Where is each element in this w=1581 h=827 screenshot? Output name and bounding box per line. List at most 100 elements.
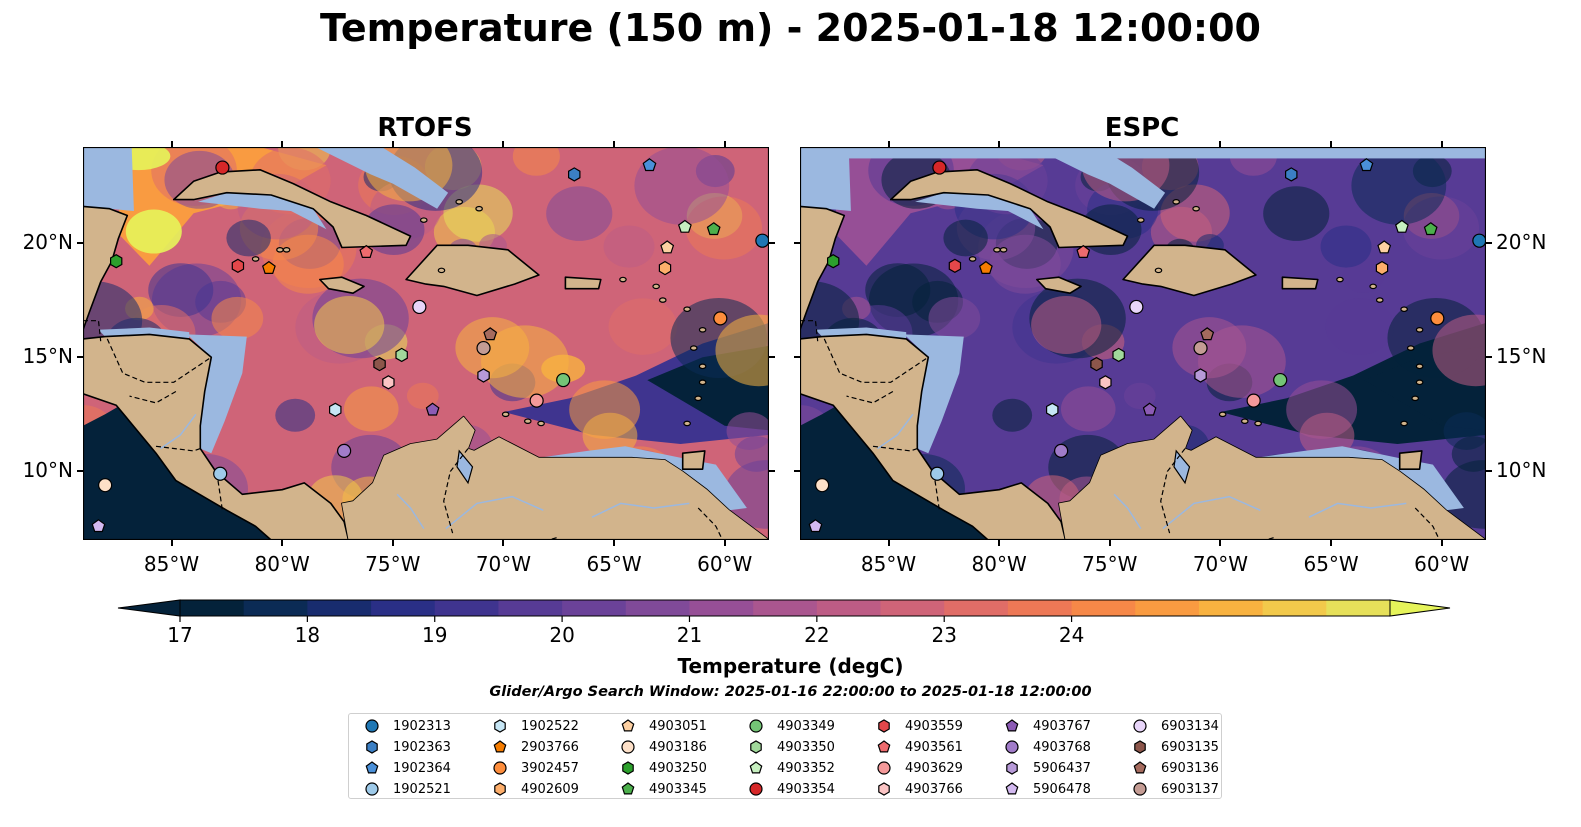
pentagon-marker-icon (493, 740, 507, 753)
legend-label: 4903345 (649, 781, 707, 797)
land-central-am (800, 333, 1067, 540)
lat-tick-label-right: 10°N (1496, 458, 1547, 483)
continental-shelf (1032, 147, 1166, 209)
island (698, 363, 707, 370)
axis-tick (1440, 540, 1443, 546)
float-marker-6903137 (1193, 340, 1208, 356)
colorbar-segment (1198, 600, 1264, 616)
axis-tick (77, 356, 83, 359)
legend-item-6903134: 6903134 (1129, 716, 1219, 736)
axis-tick (281, 141, 284, 147)
axis-tick (794, 470, 800, 473)
river (1308, 502, 1407, 518)
ocean-eddy (148, 263, 214, 317)
float-marker-4903352 (1394, 219, 1409, 233)
axis-tick (281, 540, 284, 546)
legend-item-6903136: 6903136 (1129, 758, 1219, 778)
country-border (330, 503, 345, 523)
axis-tick (391, 141, 394, 147)
float-marker-4903559 (231, 258, 245, 273)
legend-item-4903352: 4903352 (745, 758, 835, 778)
continental-shelf (904, 334, 964, 454)
hexagon-marker-icon (366, 740, 378, 754)
float-marker-4903352 (677, 219, 692, 233)
lon-tick-label: 65°W (586, 552, 642, 576)
legend-label: 4903350 (777, 739, 835, 755)
warm-eddy-core (541, 354, 586, 383)
legend-label: 4903629 (905, 760, 963, 776)
ocean-eddy (211, 296, 264, 340)
axis-tick (1108, 540, 1111, 546)
island (1254, 420, 1262, 427)
colorbar-segment (753, 600, 818, 616)
pentagon-marker-icon (749, 761, 763, 774)
circle-marker-icon (1133, 719, 1147, 733)
float-marker-6903134 (1129, 299, 1144, 315)
axis-tick (998, 540, 1001, 546)
ocean-eddy (865, 263, 931, 317)
legend-item-1902363: 1902363 (361, 737, 451, 757)
country-border (1160, 448, 1186, 534)
circle-marker-icon (749, 782, 763, 796)
axis-tick (769, 356, 775, 359)
island (1218, 411, 1227, 418)
legend-item-4903561: 4903561 (873, 737, 963, 757)
colorbar-label: Temperature (degC) (677, 654, 904, 678)
legend-label: 1902313 (393, 718, 451, 734)
legend-label: 3902457 (521, 760, 579, 776)
legend-item-4903629: 4903629 (873, 758, 963, 778)
axis-tick (1219, 540, 1222, 546)
axis-tick (1330, 141, 1333, 147)
axis-tick (887, 141, 890, 147)
river (877, 413, 914, 450)
legend-item-1902313: 1902313 (361, 716, 451, 736)
axis-tick (723, 540, 726, 546)
country-border (155, 445, 201, 452)
float-marker-4903349 (556, 372, 571, 388)
legend-label: 4903766 (905, 781, 963, 797)
island (1336, 276, 1344, 283)
float-marker-2903766 (978, 260, 993, 275)
island (523, 418, 532, 424)
float-marker-4903768 (337, 443, 352, 458)
pentagon-marker-icon (877, 740, 891, 753)
river (1113, 493, 1142, 530)
axis-tick (1108, 141, 1111, 147)
axis-tick (613, 141, 616, 147)
island (1192, 205, 1200, 212)
ocean-eddy (546, 186, 613, 241)
colorbar-segment (1135, 600, 1200, 616)
axis-tick (1486, 470, 1492, 473)
island (537, 420, 545, 427)
lon-tick-label: 70°W (475, 552, 532, 576)
float-marker-5906437 (1194, 368, 1207, 383)
country-border (697, 507, 724, 540)
float-marker-1902313 (1472, 233, 1486, 248)
ocean-eddy (1031, 295, 1102, 354)
hexagon-marker-icon (878, 782, 890, 796)
colorbar-segment (562, 600, 627, 616)
axis-tick (1440, 141, 1443, 147)
country-border (129, 390, 177, 404)
map-frame (800, 147, 1486, 540)
country-border (546, 537, 557, 540)
colorbar-segment (1071, 600, 1136, 616)
pentagon-marker-icon (365, 761, 379, 774)
country-border (106, 338, 212, 383)
main-title: Temperature (150 m) - 2025-01-18 12:00:0… (319, 6, 1261, 50)
circle-marker-icon (1005, 740, 1019, 754)
land-south-america-fill (1058, 416, 1486, 540)
legend-label: 1902522 (521, 718, 579, 734)
float-marker-5906478 (808, 519, 823, 533)
axis-tick (769, 241, 775, 244)
ocean-eddy (928, 296, 981, 340)
colorbar-segment (371, 600, 436, 616)
float-marker-4903250 (110, 254, 123, 269)
legend-label: 4903354 (777, 781, 835, 797)
legend-item-4903186: 4903186 (617, 737, 707, 757)
legend-item-4903250: 4903250 (617, 758, 707, 778)
land-central-am (83, 333, 350, 540)
legend-label: 4902609 (521, 781, 579, 797)
float-marker-5906437 (477, 368, 490, 383)
float-marker-4903354 (215, 160, 230, 175)
